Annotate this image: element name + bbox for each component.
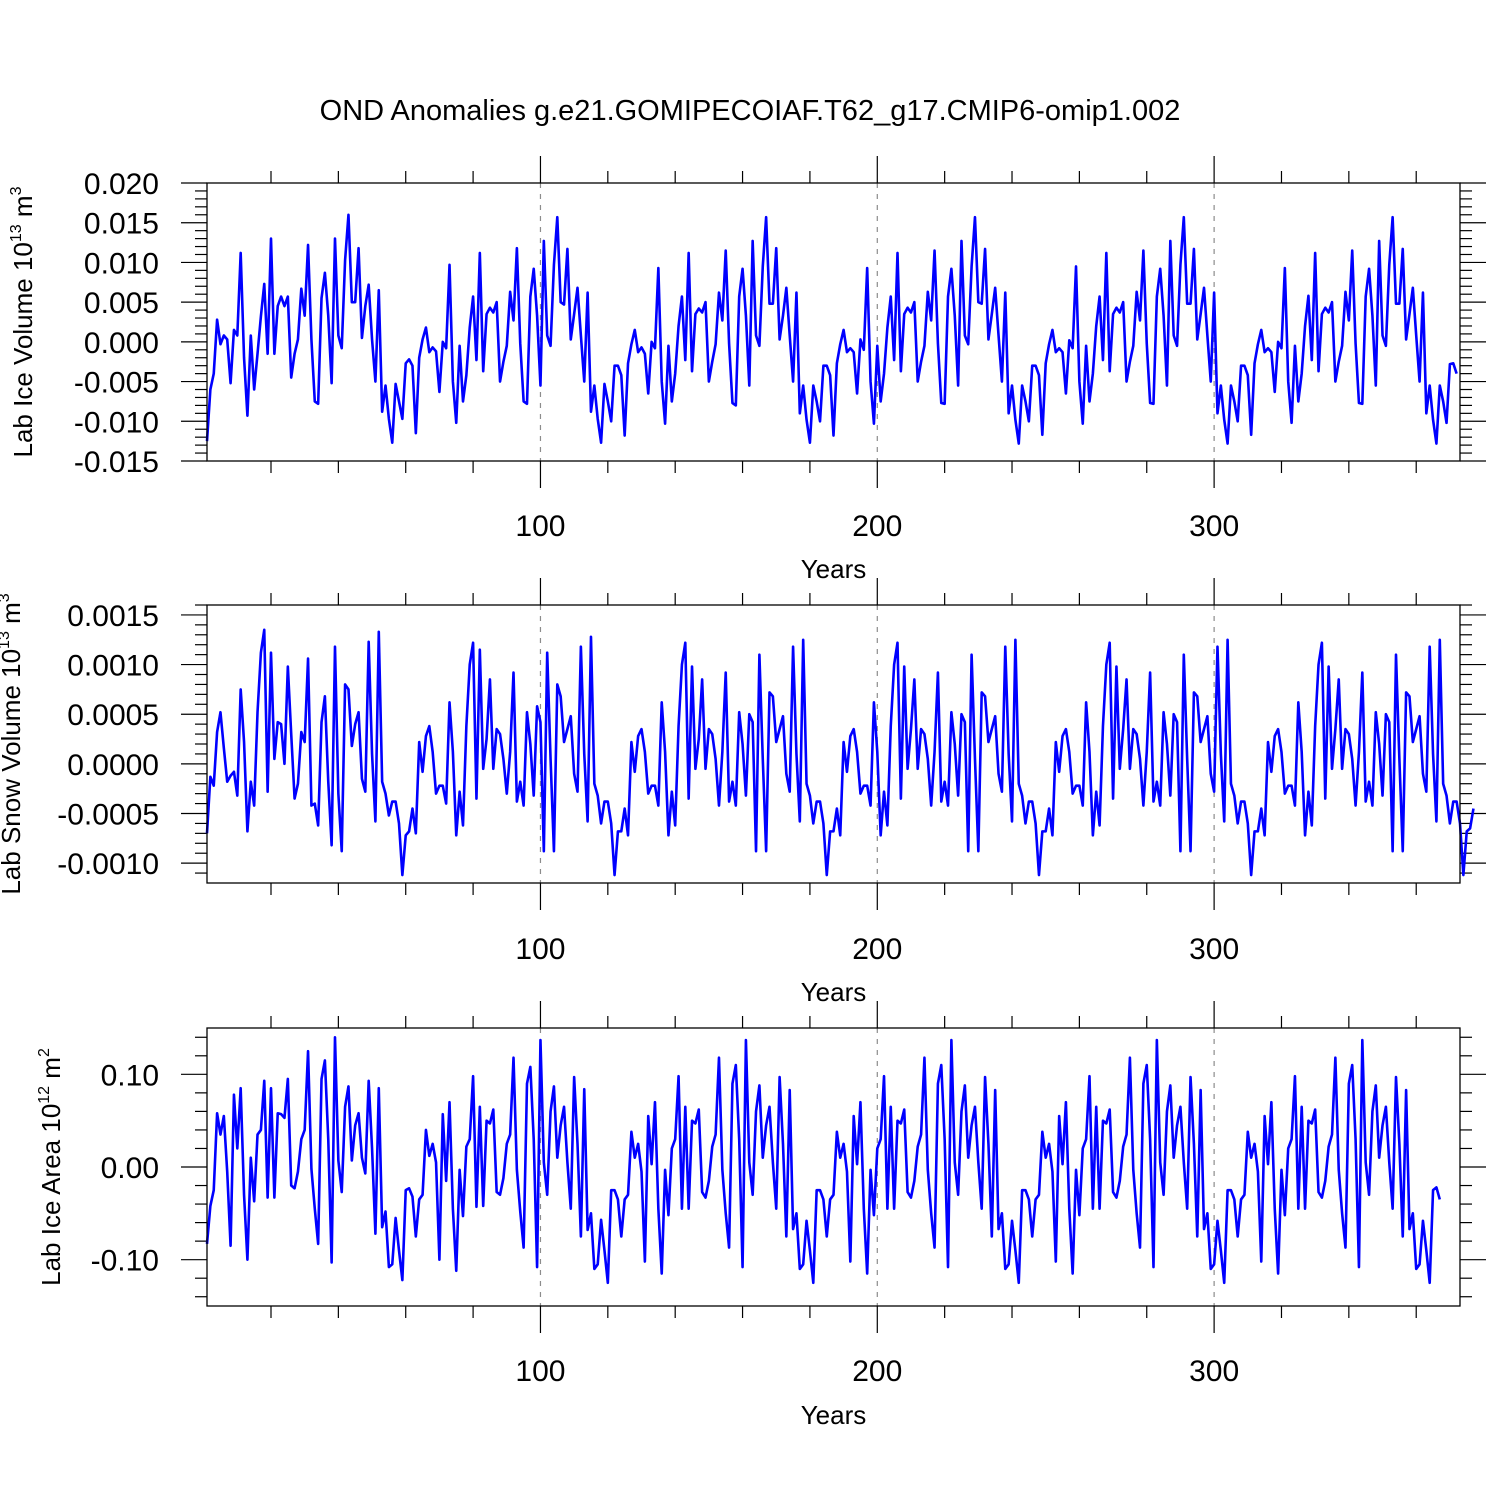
y-tick-label: -0.0010	[57, 848, 159, 881]
x-tick-label: 200	[852, 933, 902, 966]
x-tick-label: 100	[515, 933, 565, 966]
y-tick-label: 0.010	[84, 247, 159, 280]
x-axis-title: Years	[801, 1400, 867, 1430]
y-tick-label: 0.0005	[67, 699, 159, 732]
y-tick-label: 0.015	[84, 208, 159, 241]
y-axis-title-unit: m	[36, 1057, 66, 1086]
y-axis-title-text: Lab Ice Area 10	[36, 1104, 66, 1286]
y-tick-label: 0.0010	[67, 650, 159, 683]
y-tick-label: -0.005	[74, 367, 159, 400]
y-tick-label: 0.0015	[67, 600, 159, 633]
y-tick-label: 0.0000	[67, 749, 159, 782]
x-tick-label: 300	[1189, 933, 1239, 966]
panel-2: -0.0010 -0.0005 0.0000 0.0005 0.0010 0.0015 10…	[0, 578, 1486, 1007]
y-axis-title-unit-exponent: 3	[8, 186, 25, 195]
panel-3: -0.10 0.00 0.10 100 200 300 Years Lab Ice Area …	[36, 1001, 1486, 1430]
x-tick-label: 300	[1189, 510, 1239, 543]
y-axis-title-exponent: 13	[0, 631, 13, 649]
panels: -0.015 -0.010 -0.005 0.000 0.005 0.010 0.015 0.…	[0, 156, 1486, 1430]
x-axis-title: Years	[801, 554, 867, 584]
y-tick-label: 0.10	[101, 1059, 159, 1092]
x-tick-label: 200	[852, 510, 902, 543]
y-tick-label: -0.010	[74, 406, 159, 439]
y-tick-label: -0.10	[91, 1245, 159, 1278]
y-tick-label: 0.000	[84, 327, 159, 360]
y-tick-label: 0.005	[84, 287, 159, 320]
y-axis-title-unit-exponent: 2	[36, 1048, 53, 1057]
series-line	[205, 1035, 1442, 1285]
x-tick-label: 300	[1189, 1355, 1239, 1388]
y-tick-label: -0.0005	[57, 799, 159, 832]
y-tick-label: 0.020	[84, 168, 159, 201]
y-axis-title: Lab Snow Volume 1013 m3	[0, 593, 26, 894]
series-line	[205, 628, 1475, 877]
x-axis-title: Years	[801, 977, 867, 1007]
y-axis-title-exponent: 13	[8, 224, 25, 242]
plot-frame	[206, 604, 1461, 884]
series-line	[205, 213, 1458, 445]
y-axis-title: Lab Ice Area 1012 m2	[36, 1048, 66, 1286]
y-axis-title-unit-exponent: 3	[0, 593, 13, 602]
x-tick-label: 100	[515, 510, 565, 543]
plot-frame	[206, 182, 1461, 462]
y-axis-title: Lab Ice Volume 1013 m3	[8, 186, 38, 457]
x-tick-label: 100	[515, 1355, 565, 1388]
y-axis-title-text: Lab Snow Volume 10	[0, 649, 26, 895]
y-axis-title-unit: m	[0, 602, 26, 631]
y-tick-label: -0.015	[74, 446, 159, 479]
y-tick-label: 0.00	[101, 1152, 159, 1185]
y-axis-title-text: Lab Ice Volume 10	[8, 242, 38, 457]
x-tick-label: 200	[852, 1355, 902, 1388]
figure-title: OND Anomalies g.e21.GOMIPECOIAF.T62_g17.…	[320, 95, 1181, 127]
y-axis-title-exponent: 12	[36, 1086, 53, 1104]
panel-1: -0.015 -0.010 -0.005 0.000 0.005 0.010 0.015 0.…	[8, 156, 1486, 584]
plot-frame	[206, 1027, 1461, 1307]
y-axis-title-unit: m	[8, 195, 38, 224]
